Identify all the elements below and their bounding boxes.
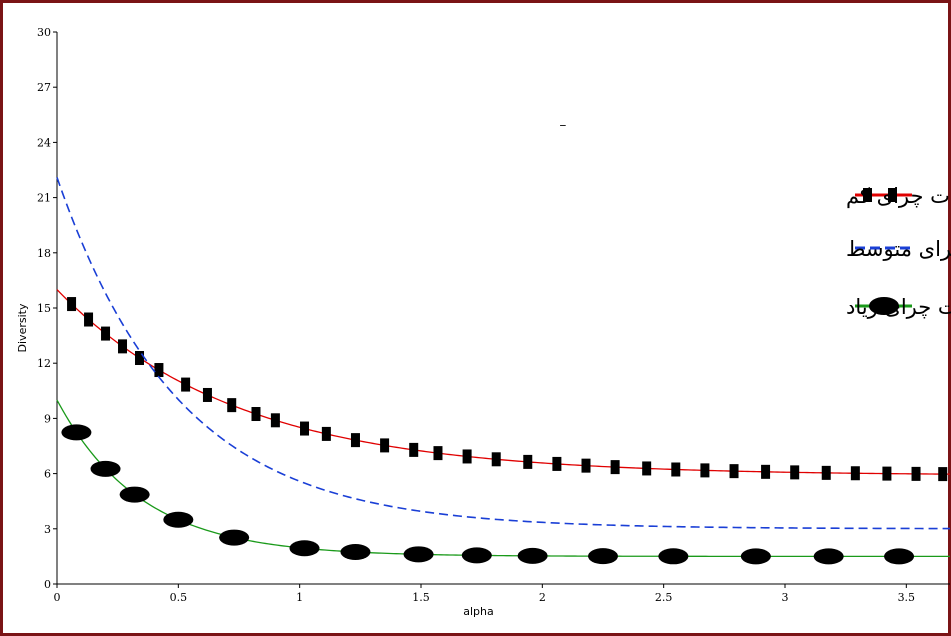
marker-ellipse	[813, 548, 844, 565]
x-tick-label: 0	[54, 591, 61, 604]
marker-square	[202, 387, 212, 402]
marker-ellipse	[61, 424, 92, 441]
marker-ellipse	[163, 511, 194, 528]
marker-square	[882, 466, 892, 481]
marker-square	[227, 398, 237, 413]
legend: شدت چرای کم شدت چرای متوسط شدت چرای زیاد	[846, 184, 951, 319]
marker-square	[433, 446, 443, 461]
marker-square	[581, 458, 591, 473]
x-tick-label: 0.5	[170, 591, 188, 604]
marker-square	[409, 442, 419, 457]
marker-square	[135, 351, 145, 366]
marker-ellipse	[90, 460, 121, 477]
marker-square	[790, 465, 800, 480]
marker-square	[523, 454, 533, 469]
marker-square	[491, 452, 501, 467]
y-tick-label: 15	[37, 302, 51, 315]
series-layer	[56, 177, 951, 565]
marker-ellipse	[740, 548, 771, 565]
marker-square	[911, 466, 921, 481]
y-tick-label: 0	[44, 578, 51, 591]
legend-marker-square	[888, 188, 897, 202]
marker-ellipse	[403, 546, 434, 563]
marker-ellipse	[587, 548, 618, 565]
marker-square	[181, 377, 191, 392]
marker-square	[118, 339, 128, 354]
marker-ellipse	[884, 548, 915, 565]
series-line-2	[56, 177, 951, 530]
marker-square	[67, 297, 77, 312]
marker-ellipse	[219, 529, 250, 546]
marker-square	[850, 466, 860, 481]
marker-square	[321, 426, 331, 441]
stray-mark: –	[559, 118, 566, 134]
x-tick-label: 1	[296, 591, 303, 604]
marker-ellipse	[289, 540, 320, 557]
x-axis-title: alpha	[463, 605, 494, 618]
marker-ellipse	[340, 543, 371, 560]
y-tick-label: 9	[44, 412, 51, 425]
marker-square	[101, 326, 111, 341]
marker-ellipse	[517, 547, 548, 564]
series-line-3	[56, 399, 950, 558]
marker-square	[300, 421, 310, 436]
marker-square	[729, 464, 739, 479]
x-tick-label: 3.5	[898, 591, 916, 604]
x-tick-label: 2	[539, 591, 546, 604]
legend-marker-square	[863, 188, 872, 202]
marker-square	[251, 407, 261, 422]
marker-ellipse	[461, 547, 492, 564]
legend-label: شدت چرای متوسط	[846, 237, 951, 261]
y-axis-title: Diversity	[16, 303, 29, 352]
marker-square	[938, 467, 948, 482]
x-tick-label: 2.5	[655, 591, 673, 604]
y-tick-label: 12	[37, 357, 51, 370]
marker-square	[671, 462, 681, 477]
x-tick-label: 1.5	[412, 591, 430, 604]
y-tick-label: 3	[44, 523, 51, 536]
marker-square	[552, 456, 562, 471]
marker-square	[84, 312, 94, 327]
x-tick-label: 3	[781, 591, 788, 604]
axes: 0 3 6 9 12 15 18 21 24 27 30 0 0.5 1 1.5 2 2.5 3 3.5	[37, 26, 950, 604]
marker-square	[700, 463, 710, 478]
legend-label: شدت چرای زیاد	[846, 295, 951, 319]
legend-label: شدت چرای کم	[846, 184, 951, 209]
y-tick-label: 21	[37, 192, 51, 205]
marker-square	[380, 438, 390, 453]
legend-marker-ellipse	[869, 297, 899, 315]
marker-square	[642, 461, 652, 476]
marker-square	[462, 449, 472, 464]
y-tick-label: 30	[37, 26, 51, 39]
marker-square	[610, 460, 620, 475]
marker-square	[761, 464, 771, 479]
marker-square	[350, 433, 360, 448]
marker-square	[154, 363, 164, 378]
y-tick-label: 18	[37, 247, 51, 260]
marker-ellipse	[119, 486, 150, 503]
marker-square	[270, 413, 280, 428]
y-tick-label: 24	[37, 136, 51, 149]
y-tick-label: 6	[44, 468, 51, 481]
marker-square	[821, 465, 831, 480]
series-line-1	[56, 289, 951, 475]
marker-ellipse	[658, 548, 689, 565]
y-tick-label: 27	[37, 81, 51, 94]
